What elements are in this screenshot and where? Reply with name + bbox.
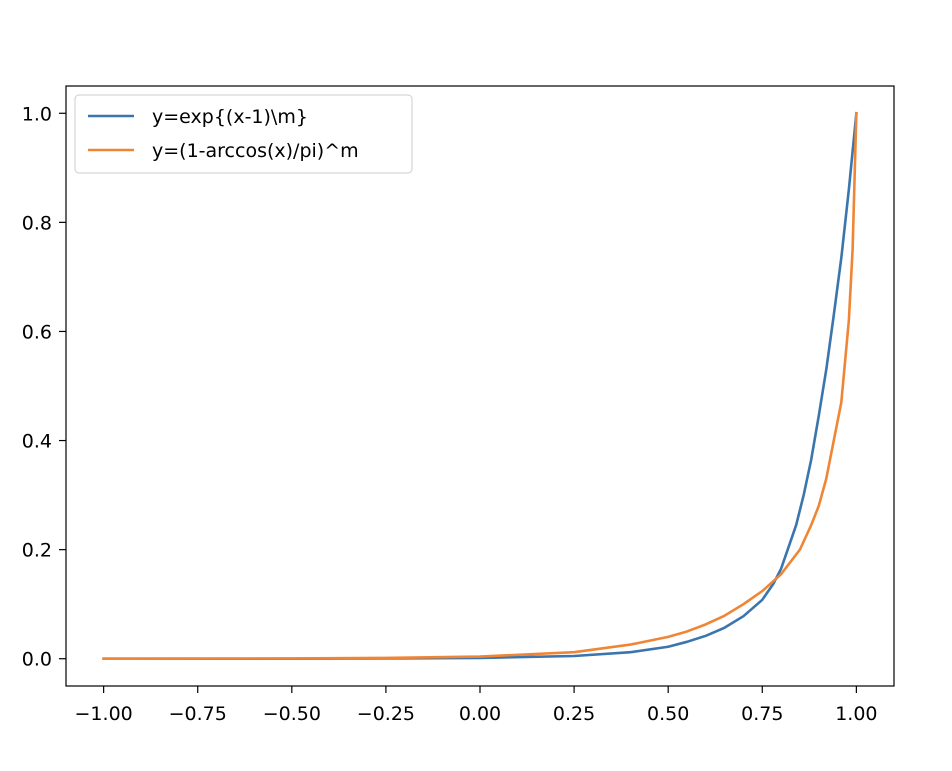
x-tick-label: −0.50 [263, 703, 321, 725]
x-axis: −1.00 −0.75 −0.50 −0.25 0.00 0.25 0.50 0.75 1.00 [75, 686, 878, 725]
x-tick-label: −1.00 [75, 703, 133, 725]
plot-frame [65, 85, 895, 687]
y-tick-label: 0.2 [22, 540, 52, 562]
series-line-arccos [102, 111, 858, 661]
x-tick-label: −0.25 [357, 703, 415, 725]
x-tick-label: 0.50 [647, 703, 689, 725]
x-tick-label: −0.75 [169, 703, 227, 725]
y-tick-label: 0.6 [22, 321, 52, 343]
y-tick-label: 0.8 [22, 212, 52, 234]
y-tick-label: 0.4 [22, 431, 52, 453]
x-tick-label: 0.75 [741, 703, 783, 725]
legend-label-exp: y=exp{(x-1)\m} [152, 106, 308, 128]
y-axis: 0.0 0.2 0.4 0.6 0.8 1.0 [22, 103, 66, 671]
x-tick-label: 0.25 [553, 703, 595, 725]
x-tick-label: 0.00 [459, 703, 501, 725]
legend-label-arccos: y=(1-arccos(x)/pi)^m [152, 140, 359, 162]
legend-box [74, 94, 413, 174]
series-line-exp [102, 111, 858, 661]
y-tick-label: 1.0 [22, 103, 52, 125]
legend: y=exp{(x-1)\m} y=(1-arccos(x)/pi)^m [74, 94, 413, 174]
x-tick-label: 1.00 [835, 703, 877, 725]
y-tick-label: 0.0 [22, 649, 52, 671]
series-layer [102, 111, 858, 661]
